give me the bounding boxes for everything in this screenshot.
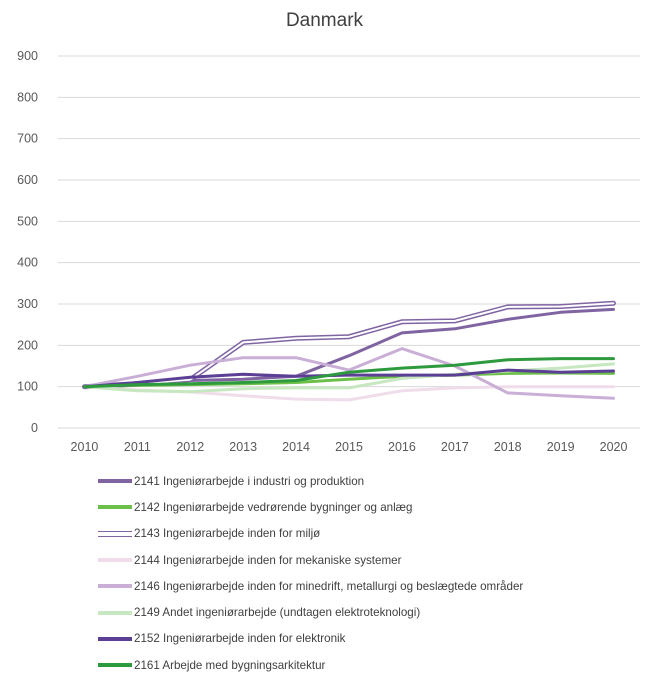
legend-item: 2144 Ingeniørarbejde inden for mekaniske… [98, 547, 523, 573]
y-tick-label: 0 [31, 421, 38, 435]
x-tick-label: 2012 [176, 440, 204, 454]
legend-swatch [98, 479, 132, 484]
line-chart: 0 100 200 300 400 500 600 700 800 900 2010 2011 2012… [17, 49, 640, 454]
legend-item: 2143 Ingeniørarbejde inden for miljø [98, 521, 523, 547]
x-tick-label: 2017 [441, 440, 469, 454]
x-tick-label: 2010 [71, 440, 99, 454]
legend-item: 2161 Arbejde med bygningsarkitektur [98, 652, 523, 678]
y-tick-label: 200 [17, 338, 38, 352]
legend-swatch [98, 530, 132, 537]
legend-item: 2141 Ingeniørarbejde i industri og produ… [98, 468, 523, 494]
x-tick-label: 2020 [600, 440, 628, 454]
legend-label: 2161 Arbejde med bygningsarkitektur [134, 658, 326, 672]
legend-swatch [98, 584, 132, 589]
legend-label: 2142 Ingeniørarbejde vedrørende bygninge… [134, 500, 413, 514]
legend-swatch [98, 610, 132, 615]
legend-item: 2152 Ingeniørarbejde inden for elektroni… [98, 626, 523, 652]
y-tick-label: 300 [17, 297, 38, 311]
legend-label: 2144 Ingeniørarbejde inden for mekaniske… [134, 553, 402, 567]
legend-item: 2146 Ingeniørarbejde inden for minedrift… [98, 573, 523, 599]
legend-label: 2141 Ingeniørarbejde i industri og produ… [134, 474, 365, 488]
series-line-6 [83, 368, 615, 389]
x-tick-label: 2014 [282, 440, 310, 454]
chart-legend: 2141 Ingeniørarbejde i industri og produ… [98, 468, 523, 678]
series-line-7 [83, 357, 615, 389]
legend-swatch [98, 558, 132, 563]
y-tick-label: 400 [17, 256, 38, 270]
x-tick-label: 2019 [547, 440, 575, 454]
y-tick-label: 700 [17, 132, 38, 146]
x-tick-label: 2018 [494, 440, 522, 454]
legend-swatch [98, 505, 132, 510]
y-tick-label: 500 [17, 214, 38, 228]
legend-label: 2146 Ingeniørarbejde inden for minedrift… [134, 579, 524, 593]
x-tick-label: 2015 [335, 440, 363, 454]
legend-swatch [98, 636, 132, 641]
series-line-inner-2 [83, 302, 615, 388]
y-tick-label: 100 [17, 380, 38, 394]
legend-item: 2142 Ingeniørarbejde vedrørende bygninge… [98, 494, 523, 520]
y-tick-label: 600 [17, 173, 38, 187]
y-tick-label: 900 [17, 49, 38, 63]
y-tick-label: 800 [17, 90, 38, 104]
legend-label: 2152 Ingeniørarbejde inden for elektroni… [134, 632, 346, 646]
chart-title: Danmark [285, 10, 364, 31]
legend-item: 2149 Andet ingeniørarbejde (undtagen ele… [98, 599, 523, 625]
legend-label: 2143 Ingeniørarbejde inden for miljø [134, 527, 321, 541]
x-tick-label: 2013 [229, 440, 257, 454]
x-tick-label: 2016 [388, 440, 416, 454]
legend-label: 2149 Andet ingeniørarbejde (undtagen ele… [134, 606, 421, 620]
x-tick-label: 2011 [124, 440, 151, 454]
series-line-4 [83, 347, 615, 400]
legend-swatch [98, 663, 132, 668]
